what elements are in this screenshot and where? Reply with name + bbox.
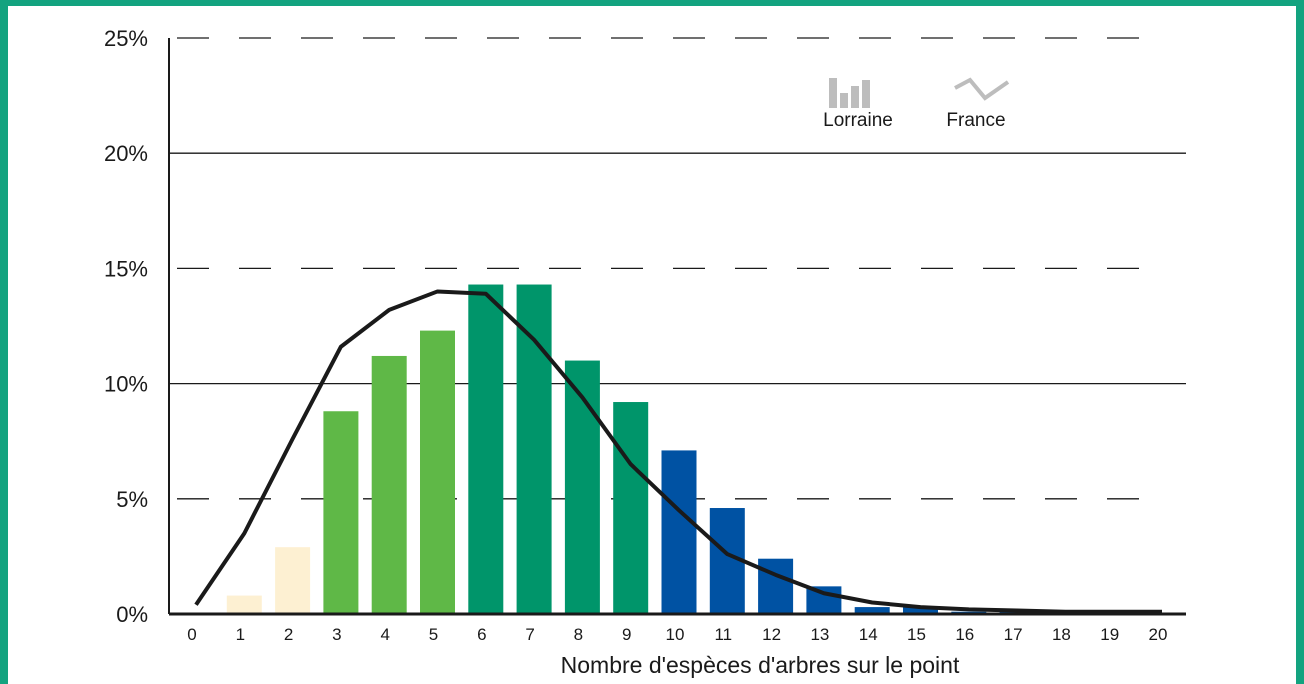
x-tick-label: 15	[907, 625, 926, 644]
y-tick-label: 10%	[104, 372, 148, 397]
x-tick-label: 13	[810, 625, 829, 644]
y-tick-label: 20%	[104, 141, 148, 166]
x-tick-label: 6	[477, 625, 486, 644]
y-tick-label: 0%	[116, 602, 148, 627]
legend: Lorraine France	[823, 77, 1010, 131]
x-axis-label: Nombre d'espèces d'arbres sur le point	[561, 652, 960, 678]
bar-chart-icon	[829, 78, 870, 108]
x-tick-label: 16	[955, 625, 974, 644]
x-tick-label: 8	[574, 625, 583, 644]
bar-8	[564, 360, 600, 614]
axis-layer	[168, 38, 1186, 616]
x-tick-label: 14	[859, 625, 878, 644]
bar-4	[371, 355, 407, 614]
bar-2	[275, 547, 311, 614]
bar-6	[468, 284, 504, 614]
x-tick-label: 12	[762, 625, 781, 644]
x-tick-label: 3	[332, 625, 341, 644]
x-tick-label: 9	[622, 625, 631, 644]
grid-layer	[169, 37, 1186, 500]
bar-14	[854, 607, 890, 614]
x-tick-labels: 0 1 2 3 4 5 6 7 8 9 10 11 12 13 14 15 16 17 18 19 20	[187, 625, 1167, 644]
bar-1	[226, 595, 262, 614]
x-tick-label: 1	[236, 625, 245, 644]
bar-10	[661, 450, 697, 614]
bar-12	[758, 558, 794, 614]
bar-15	[903, 607, 938, 614]
legend-label-lorraine: Lorraine	[823, 110, 893, 131]
y-tick-label: 15%	[104, 256, 148, 281]
x-tick-label: 4	[380, 625, 389, 644]
line-chart-icon	[954, 77, 1010, 101]
series-line-france	[194, 289, 1162, 614]
x-tick-label: 11	[714, 625, 732, 644]
y-tick-label: 5%	[116, 487, 148, 512]
bar-9	[613, 402, 649, 614]
y-tick-label: 25%	[104, 26, 148, 51]
bar-7	[516, 284, 552, 614]
y-tick-labels: 0% 5% 10% 15% 20% 25%	[104, 26, 148, 627]
x-tick-label: 10	[666, 625, 685, 644]
line-layer	[194, 289, 1162, 614]
bar-13	[806, 586, 842, 614]
bar-layer	[226, 284, 1180, 614]
bar-5	[420, 330, 455, 614]
x-tick-label: 18	[1052, 625, 1071, 644]
x-tick-label: 20	[1149, 625, 1168, 644]
x-tick-label: 5	[429, 625, 438, 644]
bar-3	[323, 411, 359, 614]
x-tick-label: 7	[525, 625, 534, 644]
x-tick-label: 17	[1004, 625, 1023, 644]
x-tick-label: 19	[1100, 625, 1119, 644]
x-tick-label: 2	[284, 625, 293, 644]
legend-label-france: France	[946, 110, 1005, 131]
x-tick-label: 0	[187, 625, 196, 644]
